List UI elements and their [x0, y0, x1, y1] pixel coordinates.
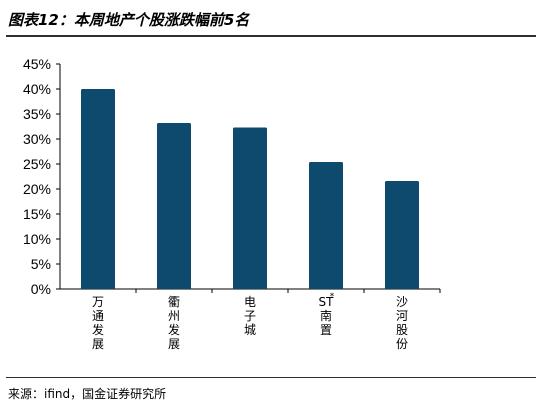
y-tick-label: 0% — [31, 281, 51, 297]
y-tick-label: 35% — [23, 106, 51, 122]
bar — [81, 89, 115, 289]
x-category-label: 电子城 — [244, 295, 256, 337]
bar — [385, 181, 419, 289]
y-tick-label: 30% — [23, 131, 51, 147]
source-rule — [6, 377, 536, 378]
y-tick-label: 10% — [23, 231, 51, 247]
y-tick-label: 45% — [23, 56, 51, 72]
y-tick-label: 40% — [23, 81, 51, 97]
title-rule — [6, 35, 536, 37]
source-note: 来源：ifind，国金证券研究所 — [8, 387, 167, 401]
x-category-label: *ST 南置 — [319, 292, 335, 337]
bar — [233, 127, 267, 289]
bar — [309, 162, 343, 289]
x-category-label: 沙河股份 — [396, 295, 408, 351]
y-tick-label: 15% — [23, 206, 51, 222]
bar-chart: 0% 5% 10% 15% 20% 25% 30% 35% 40% 45% 万通发展 衢州发展 电子城 *… — [23, 56, 441, 351]
y-tick-label: 20% — [23, 181, 51, 197]
x-category-label: 衢州发展 — [168, 295, 180, 351]
y-tick-label: 5% — [31, 256, 51, 272]
chart-title: 图表12：本周地产个股涨跌幅前5名 — [8, 11, 250, 29]
y-tick-label: 25% — [23, 156, 51, 172]
bar — [157, 123, 191, 289]
x-category-label: 万通发展 — [92, 295, 104, 351]
